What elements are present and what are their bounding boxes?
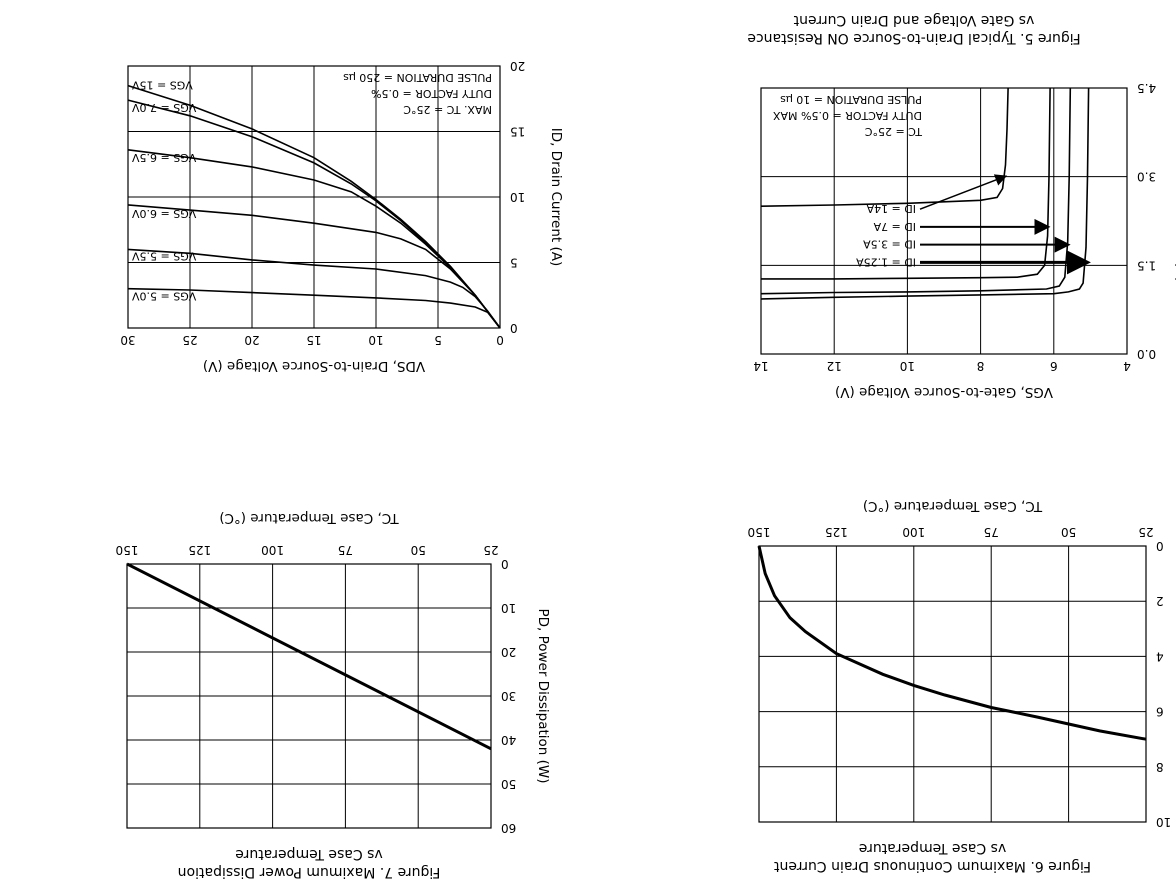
y-tick-label: 3.0 bbox=[1137, 170, 1156, 184]
vgs-curve-label: VGS = 6.5V bbox=[132, 151, 197, 164]
y-tick-label: 0 bbox=[510, 321, 518, 335]
y-tick-label: 50 bbox=[501, 777, 516, 791]
x-tick-label: 125 bbox=[188, 543, 211, 557]
y-tick-label: 2 bbox=[1156, 594, 1164, 608]
x-tick-label: 12 bbox=[827, 359, 842, 373]
y-tick-label: 30 bbox=[501, 689, 516, 703]
y-axis-title: PD, Power Dissipation (W) bbox=[535, 608, 551, 783]
y-tick-label: 20 bbox=[510, 59, 525, 73]
plot-frame bbox=[760, 87, 1128, 355]
figure-caption: Figure 5. Typical Drain-to-Source ON Res… bbox=[747, 30, 1080, 46]
x-tick-label: 10 bbox=[900, 359, 915, 373]
figure-5-chart: 4 6 8 10 12 14 0.0 1.5 3.0 4.5 ID = 1.25A ID = 3.5A… bbox=[747, 12, 1176, 400]
x-tick-label: 75 bbox=[984, 525, 999, 539]
id-derating-curve bbox=[757, 545, 1147, 741]
x-tick-label: 15 bbox=[306, 333, 321, 347]
figure-caption: vs Case Temperature bbox=[235, 846, 382, 862]
figure-caption: Figure 7. Maximum Power Dissipation bbox=[178, 864, 441, 880]
x-axis-title: VGS, Gate-to-Source Voltage (V) bbox=[835, 384, 1053, 400]
vgs-curve-label: VGS = 15V bbox=[132, 79, 193, 92]
figure-6-chart: 25 50 75 100 125 150 0 2 4 6 8 10 TC, Case Temperatu… bbox=[748, 498, 1172, 874]
x-tick-label: 75 bbox=[338, 543, 353, 557]
figure-caption: vs Case Temperature bbox=[859, 840, 1006, 856]
y-tick-label: 10 bbox=[1156, 815, 1171, 829]
vgs-curve-label: VGS = 6.0V bbox=[132, 207, 197, 220]
rdson-curve bbox=[760, 87, 1009, 207]
x-tick-label: 150 bbox=[748, 525, 771, 539]
x-tick-label: 25 bbox=[483, 543, 498, 557]
x-tick-label: 10 bbox=[368, 333, 383, 347]
y-tick-label: 4.5 bbox=[1137, 81, 1156, 95]
y-tick-label: 0 bbox=[1156, 539, 1164, 553]
x-tick-label: 4 bbox=[1123, 359, 1131, 373]
y-tick-label: 15 bbox=[510, 125, 525, 139]
x-tick-label: 125 bbox=[825, 525, 848, 539]
y-tick-label: 60 bbox=[501, 821, 516, 835]
x-axis-title: VDS, Drain-to-Source Voltage (V) bbox=[203, 358, 425, 374]
x-tick-label: 150 bbox=[116, 543, 139, 557]
x-axis-title: TC, Case Temperature (°C) bbox=[219, 510, 399, 526]
y-tick-label: 20 bbox=[501, 645, 516, 659]
plot-frame bbox=[758, 545, 1147, 823]
y-tick-label: 10 bbox=[510, 190, 525, 204]
y-tick-label: 8 bbox=[1156, 760, 1164, 774]
y-tick-label: 10 bbox=[501, 601, 516, 615]
x-tick-label: 25 bbox=[1138, 525, 1153, 539]
test-condition-note: TC = 25°C bbox=[865, 125, 923, 138]
x-tick-label: 5 bbox=[434, 333, 442, 347]
rdson-curve bbox=[760, 87, 1072, 295]
x-tick-label: 20 bbox=[244, 333, 259, 347]
x-tick-label: 50 bbox=[1061, 525, 1076, 539]
x-tick-label: 0 bbox=[496, 333, 504, 347]
plot-frame bbox=[127, 65, 501, 329]
current-label: ID = 3.5A bbox=[863, 238, 916, 251]
test-condition-note: PULSE DURATION = 10 µs bbox=[780, 93, 922, 106]
x-tick-label: 6 bbox=[1050, 359, 1058, 373]
current-label: ID = 7A bbox=[873, 220, 916, 233]
x-axis-title: TC, Case Temperature (°C) bbox=[863, 498, 1043, 514]
vgs-curve-label: VGS = 7.0V bbox=[132, 101, 197, 114]
vgs-curve bbox=[127, 84, 501, 329]
y-tick-label: 5 bbox=[510, 256, 518, 270]
x-tick-label: 50 bbox=[411, 543, 426, 557]
current-arrow bbox=[919, 174, 1008, 210]
current-label: ID = 1.25A bbox=[856, 255, 916, 268]
test-condition-note: PULSE DURATION = 250 µs bbox=[343, 71, 492, 84]
y-tick-label: 1.5 bbox=[1137, 258, 1156, 272]
y-axis-title: ID, Drain Current (A) bbox=[548, 128, 564, 267]
y-tick-label: 4 bbox=[1156, 649, 1164, 663]
figure-4-chart: 0 5 10 15 20 25 30 0 5 10 15 20 VGS = 5.0V VGS = 5.5V… bbox=[120, 59, 564, 374]
y-tick-label: 40 bbox=[501, 733, 516, 747]
test-condition-note: DUTY FACTOR = 0.5% bbox=[371, 87, 492, 100]
current-label: ID = 14A bbox=[866, 202, 916, 215]
figure-caption: Figure 6. Maximum Continuous Drain Curre… bbox=[774, 858, 1091, 874]
x-tick-label: 100 bbox=[261, 543, 284, 557]
vgs-curve-label: VGS = 5.5V bbox=[132, 249, 197, 262]
pd-derating-line bbox=[126, 562, 492, 751]
plot-frame bbox=[126, 563, 492, 829]
y-tick-label: 0 bbox=[501, 557, 509, 571]
rdson-curve bbox=[760, 87, 1090, 300]
y-tick-label: 0.0 bbox=[1137, 347, 1156, 361]
vgs-curve-label: VGS = 5.0V bbox=[132, 290, 197, 303]
test-condition-note: DUTY FACTOR = 0.5% MAX bbox=[773, 109, 922, 122]
vgs-curve bbox=[127, 287, 501, 329]
x-tick-label: 100 bbox=[902, 525, 925, 539]
y-axis-title: ON Resistance (Ω) bbox=[1173, 160, 1176, 283]
y-tick-label: 6 bbox=[1156, 705, 1164, 719]
test-condition-note: MAX. TC = 25°C bbox=[403, 103, 492, 116]
x-tick-label: 25 bbox=[182, 333, 197, 347]
x-tick-label: 14 bbox=[753, 359, 768, 373]
rdson-curve bbox=[761, 87, 1051, 280]
figure-7-chart: 25 50 75 100 125 150 0 10 20 30 40 50 60 TC, Case Tem… bbox=[116, 510, 551, 880]
figure-caption: vs Gate Voltage and Drain Current bbox=[793, 12, 1034, 28]
x-tick-label: 30 bbox=[120, 333, 135, 347]
x-tick-label: 8 bbox=[977, 359, 985, 373]
